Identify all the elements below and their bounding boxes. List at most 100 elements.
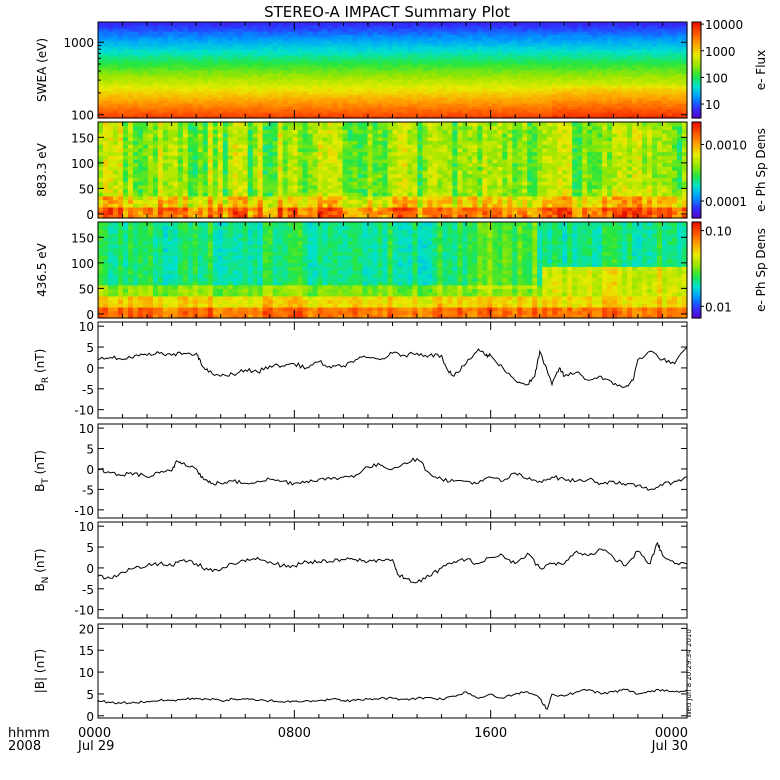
heatmap-cell [227, 158, 234, 164]
heatmap-cell [377, 91, 384, 95]
heatmap-cell [482, 82, 488, 86]
heatmap-cell [257, 103, 264, 107]
heatmap-cell [682, 67, 688, 71]
heatmap-cell [402, 40, 409, 44]
heatmap-cell [162, 112, 169, 116]
heatmap-cell [177, 206, 184, 212]
heatmap-cell [677, 79, 683, 83]
heatmap-cell [227, 184, 234, 190]
heatmap-cell [662, 28, 668, 32]
heatmap-cell [102, 85, 109, 89]
heatmap-cell [242, 206, 249, 212]
heatmap-cell [397, 76, 404, 80]
heatmap-cell [217, 188, 224, 193]
heatmap-cell [667, 88, 673, 92]
heatmap-cell [192, 129, 199, 134]
heatmap-cell [642, 34, 648, 38]
heatmap-cell [257, 37, 264, 41]
heatmap-cell [292, 192, 299, 197]
heatmap-cell [277, 170, 284, 175]
heatmap-cell [267, 97, 274, 101]
heatmap-cell [527, 28, 533, 32]
heatmap-cell [262, 177, 269, 182]
heatmap-cell [562, 94, 568, 98]
heatmap-cell [552, 64, 558, 68]
heatmap-cell [182, 184, 189, 190]
heatmap-cell [592, 100, 598, 104]
heatmap-cell [212, 181, 219, 186]
heatmap-cell [642, 79, 648, 83]
heatmap-cell [532, 40, 538, 44]
heatmap-cell [107, 88, 114, 92]
heatmap-cell [157, 91, 164, 95]
heatmap-cell [342, 91, 349, 95]
colorbar-segment [692, 66, 701, 69]
heatmap-cell [587, 61, 593, 65]
heatmap-cell [137, 158, 144, 164]
heatmap-cell [497, 109, 503, 113]
heatmap-cell [147, 76, 154, 80]
heatmap-cell [157, 115, 164, 119]
heatmap-cell [102, 88, 109, 92]
heatmap-cell [462, 64, 468, 68]
heatmap-cell [277, 106, 284, 110]
heatmap-cell [597, 64, 603, 68]
heatmap-cell [337, 67, 344, 71]
heatmap-cell [187, 195, 194, 201]
heatmap-cell [477, 55, 483, 59]
heatmap-cell [202, 173, 209, 178]
heatmap-cell [667, 70, 673, 74]
heatmap-cell [342, 82, 349, 86]
heatmap-cell [582, 40, 588, 44]
heatmap-cell [662, 106, 668, 110]
heatmap-cell [202, 129, 209, 134]
heatmap-cell [162, 109, 169, 113]
heatmap-cell [197, 214, 204, 219]
heatmap-cell [632, 106, 638, 110]
heatmap-cell [477, 22, 483, 26]
heatmap-cell [157, 144, 164, 149]
heatmap-cell [502, 70, 508, 74]
heatmap-cell [272, 82, 279, 86]
heatmap-cell [527, 25, 533, 29]
heatmap-cell [682, 55, 688, 59]
colorbar-segment [692, 86, 701, 89]
heatmap-cell [202, 158, 209, 164]
heatmap-cell [432, 76, 439, 80]
heatmap-cell [407, 52, 414, 56]
heatmap-cell [507, 94, 513, 98]
heatmap-cell [592, 67, 598, 71]
heatmap-cell [372, 106, 379, 110]
heatmap-cell [242, 144, 249, 149]
heatmap-cell [462, 58, 468, 62]
heatmap-cell [247, 195, 254, 201]
heatmap-cell [332, 52, 339, 56]
heatmap-cell [282, 76, 289, 80]
heatmap-cell [122, 203, 129, 208]
heatmap-cell [592, 22, 598, 26]
heatmap-cell [297, 64, 304, 68]
colorbar-segment [692, 50, 701, 53]
heatmap-cell [367, 115, 374, 119]
heatmap-cell [172, 155, 179, 160]
heatmap-cell [552, 22, 558, 26]
heatmap-cell [587, 55, 593, 59]
heatmap-cell [157, 88, 164, 92]
heatmap-cell [337, 94, 344, 98]
heatmap-cell [222, 73, 229, 77]
heatmap-cell [497, 37, 503, 41]
heatmap-cell [537, 37, 543, 41]
heatmap-cell [597, 82, 603, 86]
heatmap-cell [177, 79, 184, 83]
heatmap-cell [677, 100, 683, 104]
heatmap-cell [442, 43, 449, 47]
heatmap-cell [472, 106, 478, 110]
heatmap-cell [242, 31, 249, 35]
heatmap-cell [232, 112, 239, 116]
heatmap-cell [382, 40, 389, 44]
heatmap-cell [167, 136, 174, 142]
heatmap-cell [327, 109, 334, 113]
heatmap-cell [367, 70, 374, 74]
heatmap-cell [442, 85, 449, 89]
heatmap-cell [267, 140, 274, 145]
